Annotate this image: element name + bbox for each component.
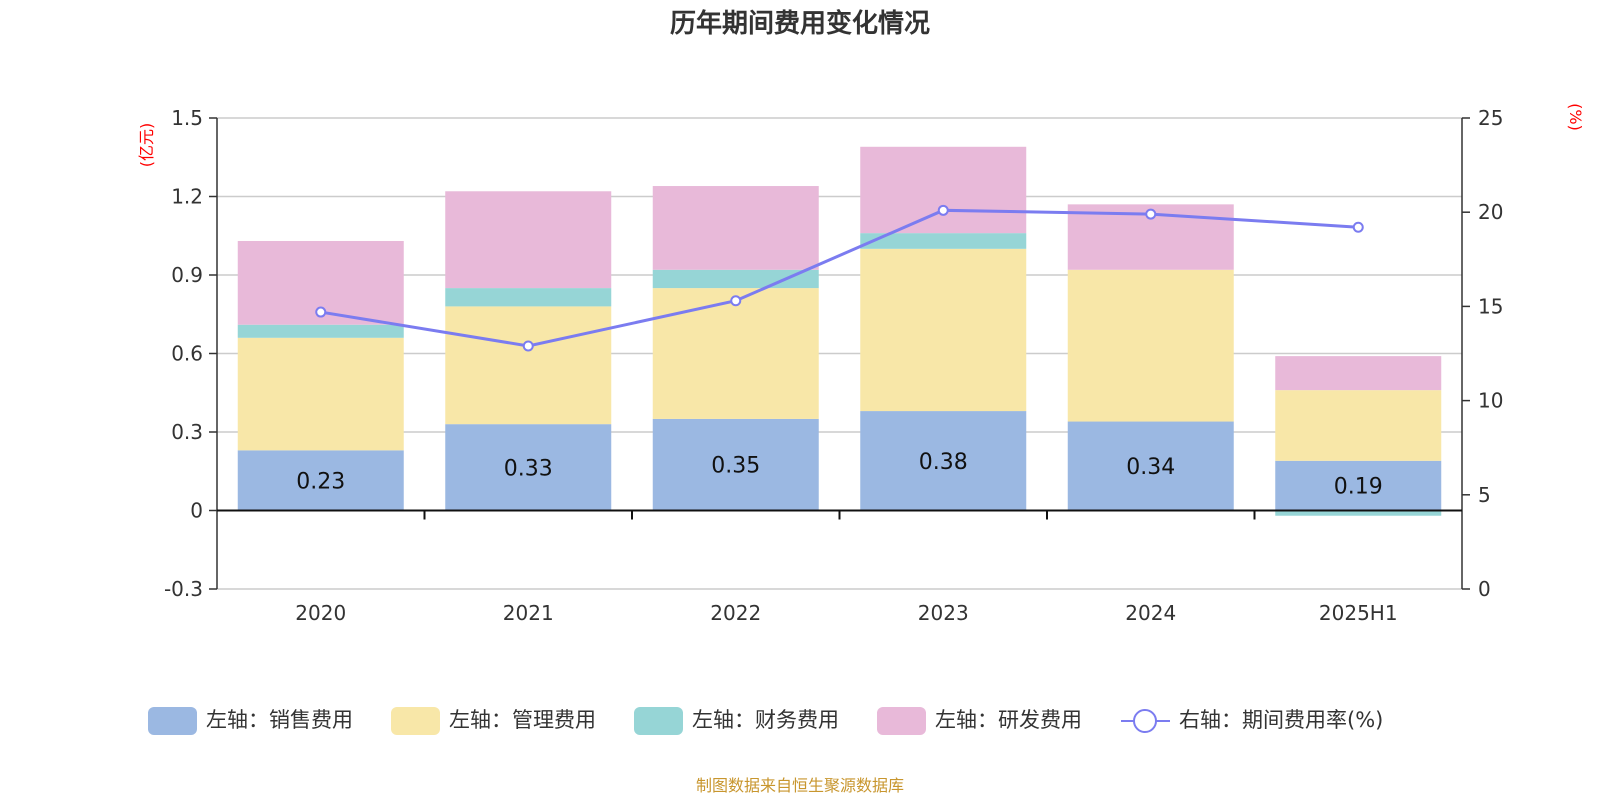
gridlines [217,117,1462,590]
legend-swatch [148,707,197,735]
rate-line [320,208,1359,348]
rate-point [730,295,742,307]
x-axis-tick-label: 2020 [295,601,346,625]
left-axis-tick-label: 0.9 [171,263,203,287]
rate-point [315,306,327,318]
rate-point [1352,221,1364,233]
x-axis-tick-label: 2021 [503,601,554,625]
bar-segment [237,450,404,511]
x-axis-tick-label: 2024 [1125,601,1176,625]
rate-point [1145,208,1157,220]
bar-segment [1275,460,1442,511]
right-axis-tick-label: 25 [1478,106,1503,130]
left-axis-unit: (亿元) [137,123,156,168]
bar-segment [1067,421,1234,511]
chart-title: 历年期间费用变化情况 [670,8,930,39]
bar-segment [652,186,819,270]
axes: -0.3 0 0.3 0.6 0.9 1.2 1.5 0 5 10 15 20 25 2020 2021 20… [164,106,1503,625]
bar-segment [237,337,404,451]
legend-label: 左轴：销售费用 [206,708,353,732]
legend-label: 左轴：研发费用 [935,708,1082,732]
data-labels: 0.23 0.33 0.35 0.38 0.34 0.19 [296,450,1382,500]
bar-segment [652,269,819,289]
legend-label: 右轴：期间费用率(%) [1179,708,1383,732]
data-label: 0.19 [1334,475,1383,500]
left-axis-tick-label: 1.5 [171,106,203,130]
bar-segment [860,233,1027,249]
legend-marker [1133,709,1157,733]
bar-segment [860,248,1027,412]
data-label: 0.38 [919,450,968,475]
x-axis-tick-label: 2022 [710,601,761,625]
bar-segment [1067,269,1234,422]
source-footnote: 制图数据来自恒生聚源数据库 [696,776,904,795]
legend-swatch [877,707,926,735]
bar-series [237,146,1442,516]
legend-label: 左轴：财务费用 [692,708,839,732]
x-axis-tick-label: 2023 [918,601,969,625]
data-label: 0.35 [711,454,760,479]
right-axis-tick-label: 20 [1478,200,1503,224]
left-axis-tick-label: 1.2 [171,185,203,209]
legend-swatch [634,707,683,735]
right-axis-tick-label: 5 [1478,483,1491,507]
right-axis-unit: (%) [1566,103,1585,131]
bar-segment [445,288,612,307]
bar-segment [237,324,404,338]
rate-point [522,340,534,352]
bar-segment [1275,356,1442,391]
legend-swatch [391,707,440,735]
legend: 左轴：销售费用 左轴：管理费用 左轴：财务费用 左轴：研发费用 右轴：期间费用率(%) [148,707,1383,735]
left-axis-tick-label: 0.6 [171,342,203,366]
bar-segment [445,191,612,289]
data-label: 0.33 [504,456,553,481]
rate-line-series [315,204,1364,352]
data-label: 0.23 [296,469,345,494]
bar-segment [445,306,612,425]
bar-segment [860,146,1027,234]
rate-point [937,204,949,216]
left-axis-tick-label: 0 [190,499,203,523]
data-label: 0.34 [1126,455,1175,480]
bar-segment [652,418,819,511]
left-axis-tick-label: -0.3 [164,577,203,601]
bar-segment [1275,510,1442,516]
left-axis-tick-label: 0.3 [171,420,203,444]
bar-segment [445,424,612,511]
bar-segment [1275,390,1442,461]
right-axis-tick-label: 0 [1478,577,1491,601]
right-axis-tick-label: 15 [1478,294,1503,318]
right-axis-tick-label: 10 [1478,389,1503,413]
legend-label: 左轴：管理费用 [449,708,596,732]
x-axis-tick-label: 2025H1 [1319,601,1398,625]
bar-segment [652,288,819,419]
bar-segment [860,411,1027,511]
